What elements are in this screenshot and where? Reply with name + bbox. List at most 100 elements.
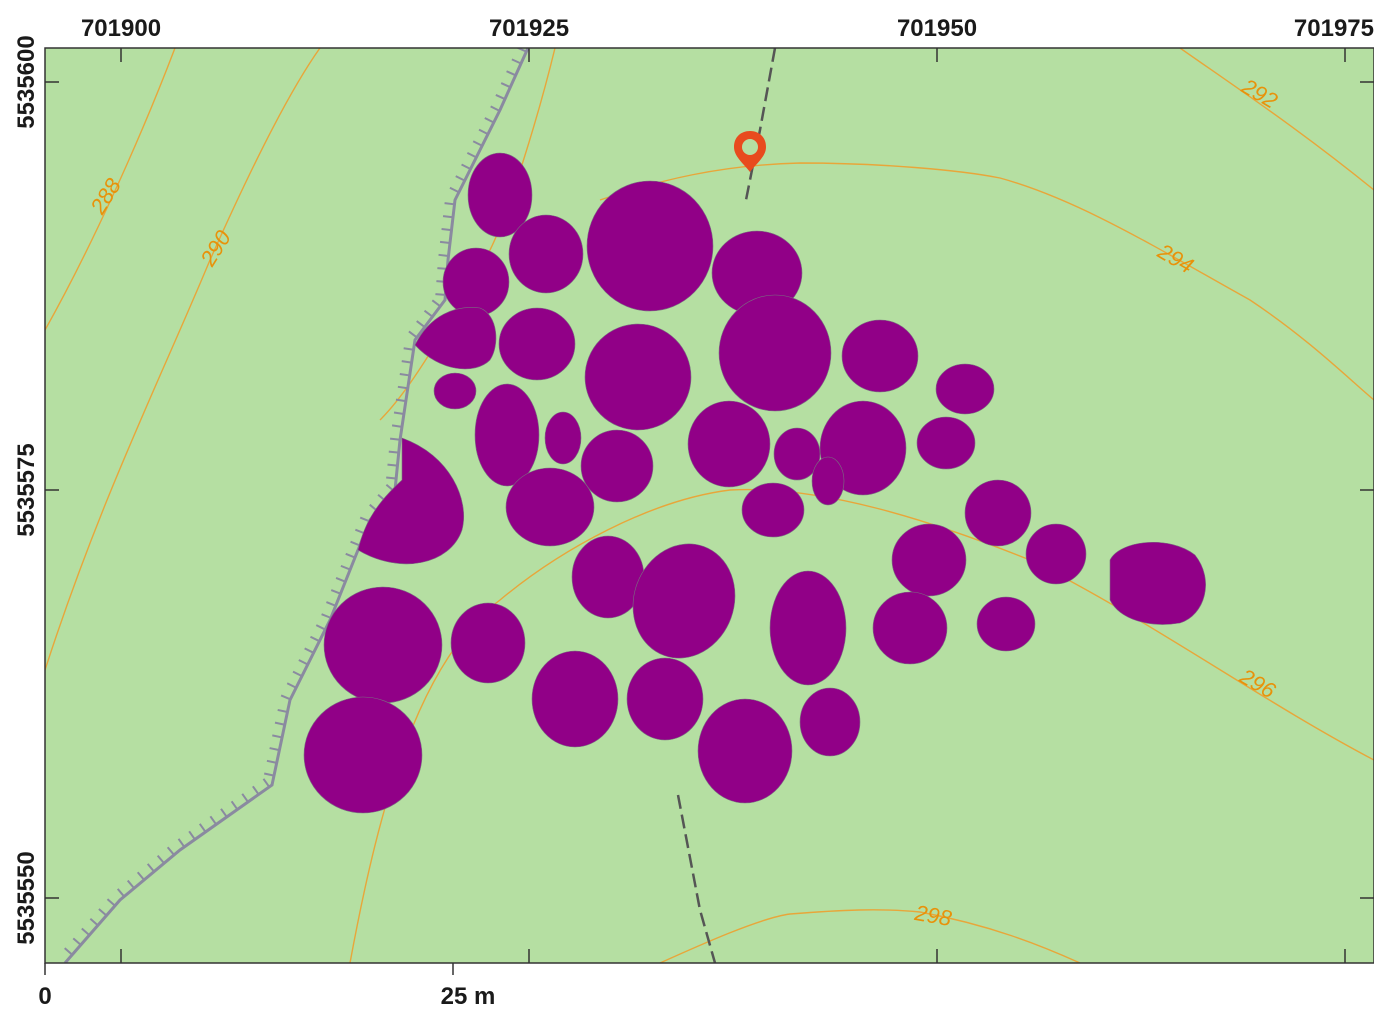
- fence-tick: [395, 398, 406, 403]
- fence-tick: [64, 947, 73, 956]
- fence-tick: [136, 871, 145, 881]
- fence-tick: [264, 772, 275, 777]
- fence-tick: [506, 70, 517, 77]
- y-axis-labels: 5535600 5535575 5535550: [13, 35, 40, 944]
- y-axis-label: 5535575: [13, 443, 40, 536]
- map-background: [45, 48, 1374, 963]
- fence-tick: [340, 564, 351, 571]
- contour-292: [379, 48, 556, 421]
- features: [303, 152, 1206, 814]
- fence-tick: [386, 476, 397, 480]
- scale-bar-zero-label: 0: [38, 983, 51, 1010]
- fence-tick: [126, 879, 135, 889]
- fence-tick: [416, 320, 426, 328]
- fence-tick: [359, 516, 370, 523]
- fence-tick: [315, 624, 326, 631]
- feature: [976, 596, 1036, 652]
- fence-tick: [472, 140, 483, 147]
- fence-tick: [286, 682, 297, 689]
- feature: [697, 698, 793, 804]
- fence-tick: [441, 227, 452, 232]
- fence-tick: [89, 918, 99, 927]
- fence-tick: [466, 152, 477, 159]
- x-axis-label: 701925: [489, 15, 569, 42]
- feature: [433, 372, 477, 410]
- fence-tick: [350, 540, 361, 547]
- feature: [442, 247, 510, 317]
- fence-tick: [156, 854, 165, 864]
- scale-bar: 0 25 m: [38, 963, 495, 1010]
- fence-tick: [449, 186, 460, 194]
- feature: [741, 482, 805, 538]
- feature: [450, 602, 526, 684]
- fence-tick: [298, 659, 309, 666]
- fence-tick: [81, 927, 90, 936]
- contour-lines: [45, 48, 1374, 963]
- feature: [544, 411, 582, 465]
- feature: [505, 467, 595, 547]
- fence-tick: [500, 82, 511, 89]
- feature: [323, 586, 443, 704]
- feature: [584, 323, 692, 431]
- fence-tick: [188, 830, 196, 841]
- location-pin-icon[interactable]: [734, 131, 766, 172]
- map-frame: [44, 47, 1374, 964]
- fence-tick: [391, 424, 403, 428]
- fence-tick: [230, 800, 239, 811]
- feature: [498, 307, 576, 381]
- x-axis-label: 701950: [897, 15, 977, 42]
- fence-tick: [198, 823, 207, 833]
- feature: [467, 152, 533, 238]
- fence-tick: [461, 163, 471, 170]
- fence-tick: [98, 908, 108, 917]
- contour-292b: [1179, 48, 1374, 191]
- fence-tick: [478, 128, 489, 136]
- fence-tick: [345, 552, 356, 559]
- feature: [769, 570, 847, 686]
- x-axis-label: 701975: [1294, 15, 1374, 42]
- feature: [799, 687, 861, 757]
- feature: [964, 479, 1032, 547]
- feature: [773, 427, 821, 481]
- fence-tick: [280, 694, 291, 701]
- feature: [687, 400, 771, 488]
- feature: [357, 437, 464, 565]
- feature: [718, 294, 832, 412]
- fence-tick: [310, 635, 320, 643]
- fence-tick: [408, 330, 418, 339]
- fence-tick: [423, 309, 434, 318]
- fence-tick: [403, 347, 414, 351]
- footpath: [676, 48, 777, 963]
- feature: [916, 416, 976, 470]
- fence-tick: [490, 105, 501, 112]
- feature: [580, 429, 654, 503]
- fence-tick: [444, 202, 455, 206]
- fence-tick: [252, 785, 260, 796]
- fence-tick: [266, 759, 277, 764]
- x-axis-labels: 701900 701925 701950 701975: [81, 15, 1374, 42]
- fence-tick: [274, 721, 285, 726]
- fence-tick: [435, 293, 446, 296]
- fence-tick: [326, 601, 337, 607]
- fence-tick: [495, 94, 506, 100]
- fence-tick: [209, 815, 217, 826]
- y-axis-label: 5535600: [13, 35, 40, 128]
- feature: [626, 657, 704, 741]
- y-axis-label: 5535550: [13, 851, 40, 944]
- contour-294: [599, 162, 1374, 401]
- fence-tick: [106, 898, 116, 907]
- feature: [935, 363, 995, 415]
- fence-tick: [166, 846, 175, 856]
- fence-tick: [455, 175, 466, 182]
- feature: [841, 319, 919, 393]
- feature: [1025, 523, 1087, 585]
- scale-bar-length-label: 25 m: [441, 983, 496, 1010]
- axis-ticks: [45, 48, 1374, 963]
- fence-tick: [269, 747, 280, 752]
- feature: [586, 180, 714, 312]
- fence-tick: [262, 778, 271, 788]
- fence-tick: [399, 372, 410, 377]
- contour-298: [659, 909, 1081, 963]
- fence-tick: [304, 647, 315, 654]
